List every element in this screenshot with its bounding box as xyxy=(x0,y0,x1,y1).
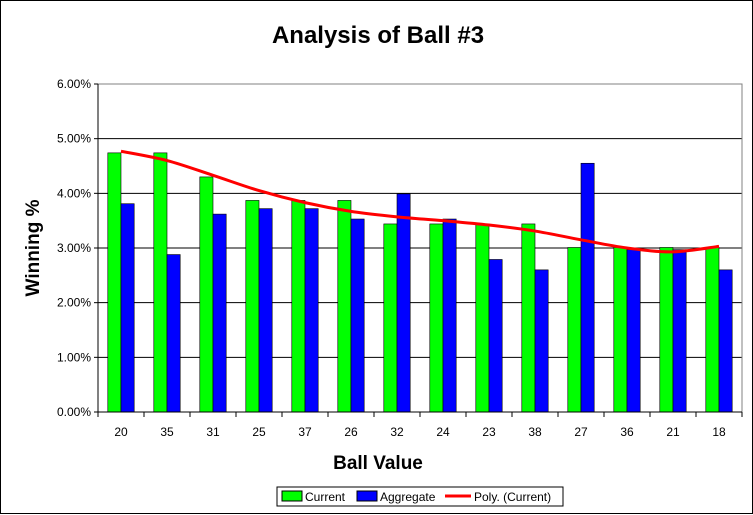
legend-label-trend: Poly. (Current) xyxy=(474,490,551,504)
gridlines xyxy=(98,83,742,413)
bar-current-36 xyxy=(613,247,628,413)
bar-aggregate-31 xyxy=(212,213,227,413)
y-tick-label: 4.00% xyxy=(57,186,91,200)
legend-label-current: Current xyxy=(305,490,346,504)
y-tick-labels: 0.00% 1.00% 2.00% 3.00% 4.00% 5.00% 6.00% xyxy=(57,77,98,419)
x-tick-label: 20 xyxy=(114,425,128,439)
bar-aggregate-36 xyxy=(626,249,641,413)
bar-aggregate-24 xyxy=(442,218,457,413)
bar-current-38 xyxy=(521,223,536,413)
bar-current-20 xyxy=(107,152,122,413)
bar-aggregate-21 xyxy=(672,249,687,413)
legend-swatch-current xyxy=(281,490,303,502)
bar-aggregate-25 xyxy=(258,208,273,413)
y-tick-label: 5.00% xyxy=(57,132,91,146)
bar-current-35 xyxy=(153,152,168,413)
bar-aggregate-26 xyxy=(350,218,365,413)
bar-current-24 xyxy=(429,223,444,413)
x-tick-label: 24 xyxy=(436,425,450,439)
bar-current-26 xyxy=(337,200,352,413)
legend-label-aggregate: Aggregate xyxy=(380,490,436,504)
trendline-layer xyxy=(120,149,720,254)
legend: Current Aggregate Poly. (Current) xyxy=(276,486,564,507)
x-tick-label: 37 xyxy=(298,425,312,439)
x-tick-labels: 20 35 31 25 37 26 32 24 23 38 27 36 21 18 xyxy=(97,412,743,439)
bar-current-32 xyxy=(383,223,398,413)
x-tick-label: 18 xyxy=(712,425,726,439)
x-tick-label: 23 xyxy=(482,425,496,439)
y-tick-label: 0.00% xyxy=(57,405,91,419)
y-tick-label: 2.00% xyxy=(57,296,91,310)
x-tick-label: 38 xyxy=(528,425,542,439)
bar-current-31 xyxy=(199,176,214,413)
bar-aggregate-18 xyxy=(718,269,733,413)
bar-aggregate-35 xyxy=(166,254,181,413)
bar-current-18 xyxy=(705,247,720,413)
y-axis-title: Winning % xyxy=(23,199,44,296)
x-tick-label: 36 xyxy=(620,425,634,439)
bar-aggregate-38 xyxy=(534,269,549,413)
x-axis-title: Ball Value xyxy=(333,453,423,474)
bar-current-25 xyxy=(245,200,260,413)
legend-swatch-aggregate xyxy=(356,490,378,502)
bar-aggregate-20 xyxy=(120,203,135,413)
chart-title: Analysis of Ball #3 xyxy=(272,22,484,49)
bar-aggregate-27 xyxy=(580,162,595,413)
bar-aggregate-37 xyxy=(304,208,319,413)
x-tick-label: 27 xyxy=(574,425,588,439)
bar-aggregate-23 xyxy=(488,259,503,413)
trendline-poly-current xyxy=(120,149,720,254)
y-tick-label: 3.00% xyxy=(57,241,91,255)
y-tick-label: 6.00% xyxy=(57,77,91,91)
x-tick-label: 31 xyxy=(206,425,220,439)
x-tick-label: 25 xyxy=(252,425,266,439)
bar-current-21 xyxy=(659,247,674,413)
bar-current-23 xyxy=(475,223,490,413)
bar-current-37 xyxy=(291,200,306,413)
bar-aggregate-32 xyxy=(396,193,411,413)
bars xyxy=(107,152,733,413)
x-tick-label: 32 xyxy=(390,425,404,439)
y-tick-label: 1.00% xyxy=(57,350,91,364)
x-tick-label: 26 xyxy=(344,425,358,439)
x-tick-label: 21 xyxy=(666,425,680,439)
legend-box xyxy=(276,486,564,507)
x-tick-label: 35 xyxy=(160,425,174,439)
bar-current-27 xyxy=(567,247,582,413)
